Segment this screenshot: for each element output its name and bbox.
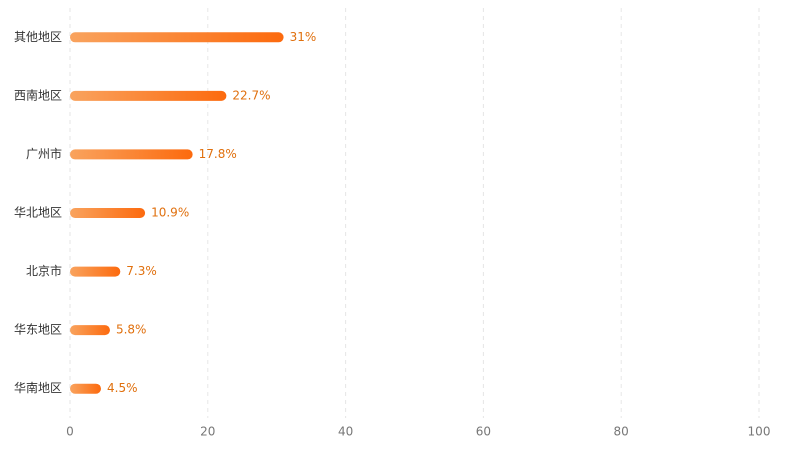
y-tick-label: 广州市 xyxy=(26,146,62,161)
bar xyxy=(70,325,110,336)
value-label: 4.5% xyxy=(107,381,138,395)
value-label: 31% xyxy=(290,30,317,44)
bar xyxy=(70,149,193,160)
value-label: 10.9% xyxy=(151,206,189,220)
y-tick-label: 西南地区 xyxy=(14,87,62,102)
value-label: 22.7% xyxy=(232,88,270,102)
y-tick-label: 其他地区 xyxy=(14,30,62,44)
y-tick-label: 北京市 xyxy=(26,263,62,278)
y-tick-label: 华东地区 xyxy=(14,323,62,337)
bar xyxy=(70,266,121,277)
x-tick-label: 80 xyxy=(614,425,629,439)
value-label: 17.8% xyxy=(199,147,237,161)
value-label: 7.3% xyxy=(126,264,157,278)
x-tick-label: 100 xyxy=(748,425,771,439)
y-tick-label: 华北地区 xyxy=(14,206,62,220)
bar xyxy=(70,208,146,218)
x-tick-label: 20 xyxy=(200,425,215,439)
bar xyxy=(70,32,284,43)
x-tick-label: 60 xyxy=(476,425,491,439)
y-tick-label: 华南地区 xyxy=(14,380,62,395)
bar xyxy=(70,383,102,394)
x-tick-label: 0 xyxy=(66,425,74,439)
bar xyxy=(70,90,227,101)
x-tick-label: 40 xyxy=(338,425,353,439)
value-label: 5.8% xyxy=(116,323,147,337)
